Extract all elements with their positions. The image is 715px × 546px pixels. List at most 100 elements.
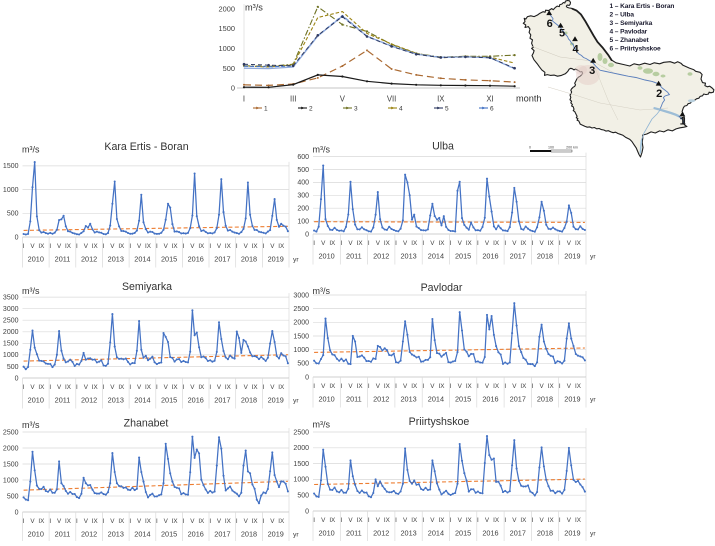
svg-text:V: V [430, 240, 435, 247]
svg-text:500: 500 [297, 167, 309, 174]
svg-text:2016: 2016 [482, 529, 498, 538]
svg-text:0: 0 [15, 509, 19, 516]
svg-text:3: 3 [589, 65, 595, 77]
svg-text:0: 0 [15, 375, 19, 382]
svg-text:V: V [485, 240, 490, 247]
svg-text:2016: 2016 [188, 255, 204, 264]
svg-text:yr: yr [590, 531, 596, 538]
svg-text:2014: 2014 [428, 529, 444, 538]
svg-text:1500: 1500 [3, 341, 19, 348]
svg-text:IX: IX [145, 384, 152, 391]
svg-text:0: 0 [15, 234, 19, 241]
svg-text:IX: IX [493, 383, 500, 390]
svg-text:2014: 2014 [134, 396, 150, 405]
svg-text:IX: IX [548, 383, 555, 390]
svg-text:IX: IX [225, 384, 232, 391]
svg-text:2500: 2500 [3, 318, 19, 325]
svg-text:I: I [103, 384, 105, 391]
svg-text:300: 300 [297, 193, 309, 200]
svg-text:I: I [395, 517, 397, 524]
svg-text:V: V [458, 517, 463, 524]
svg-text:1000: 1000 [293, 477, 309, 484]
svg-text:2015: 2015 [455, 395, 471, 404]
svg-text:I: I [209, 518, 211, 525]
svg-text:2019: 2019 [564, 252, 580, 261]
svg-text:I: I [49, 518, 51, 525]
svg-text:V: V [84, 518, 89, 525]
svg-text:2015: 2015 [161, 396, 177, 405]
svg-text:V: V [539, 383, 544, 390]
svg-text:I: I [532, 383, 534, 390]
svg-text:I: I [263, 243, 265, 250]
svg-text:2017: 2017 [510, 395, 526, 404]
svg-text:I: I [477, 240, 479, 247]
svg-text:100: 100 [548, 146, 554, 150]
svg-text:V: V [137, 243, 142, 250]
svg-text:2500: 2500 [293, 429, 309, 436]
svg-text:2016: 2016 [482, 395, 498, 404]
svg-text:yr: yr [293, 398, 299, 405]
svg-text:2011: 2011 [55, 255, 71, 264]
svg-text:V: V [57, 243, 62, 250]
svg-text:I: I [313, 383, 315, 390]
svg-text:IX: IX [38, 518, 45, 525]
svg-text:IX: IX [278, 384, 285, 391]
svg-text:I: I [236, 384, 238, 391]
svg-text:Pavlodar: Pavlodar [421, 282, 463, 294]
svg-text:100: 100 [297, 218, 309, 225]
svg-text:m³/s: m³/s [313, 286, 331, 296]
svg-text:2000: 2000 [293, 320, 309, 327]
svg-text:I: I [395, 383, 397, 390]
svg-text:I: I [477, 383, 479, 390]
svg-text:I: I [422, 383, 424, 390]
svg-text:V: V [403, 517, 408, 524]
svg-text:IX: IX [493, 517, 500, 524]
svg-text:2000: 2000 [219, 4, 235, 13]
svg-text:I: I [236, 243, 238, 250]
svg-text:I: I [156, 518, 158, 525]
svg-text:V: V [321, 517, 326, 524]
svg-text:IX: IX [252, 518, 259, 525]
svg-text:V: V [84, 243, 89, 250]
svg-text:2019: 2019 [564, 395, 580, 404]
svg-text:V: V [30, 518, 35, 525]
svg-text:0: 0 [305, 231, 309, 238]
svg-text:Semiyarka: Semiyarka [122, 281, 172, 293]
svg-text:V: V [57, 384, 62, 391]
svg-text:500: 500 [7, 364, 19, 371]
svg-text:2014: 2014 [134, 255, 150, 264]
svg-text:IX: IX [145, 518, 152, 525]
svg-text:V: V [190, 243, 195, 250]
svg-text:I: I [532, 240, 534, 247]
svg-text:2011: 2011 [55, 530, 71, 539]
svg-text:I: I [183, 518, 185, 525]
svg-text:2017: 2017 [214, 396, 230, 405]
svg-text:IX: IX [548, 240, 555, 247]
svg-text:yr: yr [293, 532, 299, 539]
svg-text:2015: 2015 [161, 530, 177, 539]
svg-text:2 – Ulba: 2 – Ulba [610, 11, 635, 18]
svg-text:1500: 1500 [293, 333, 309, 340]
svg-text:m³/s: m³/s [313, 420, 331, 430]
svg-text:I: I [103, 518, 105, 525]
svg-text:1500: 1500 [219, 24, 235, 33]
svg-text:2000: 2000 [3, 329, 19, 336]
svg-text:IX: IX [493, 240, 500, 247]
svg-text:V: V [348, 240, 353, 247]
svg-text:IX: IX [329, 240, 336, 247]
svg-text:5: 5 [445, 105, 449, 112]
svg-text:2016: 2016 [188, 396, 204, 405]
svg-text:V: V [217, 518, 222, 525]
svg-text:I: I [313, 240, 315, 247]
svg-text:4 – Pavlodar: 4 – Pavlodar [610, 28, 648, 35]
svg-text:2011: 2011 [346, 529, 362, 538]
svg-text:1000: 1000 [219, 44, 235, 53]
svg-text:V: V [458, 383, 463, 390]
svg-text:V: V [348, 383, 353, 390]
svg-text:yr: yr [590, 397, 596, 404]
svg-text:V: V [270, 518, 275, 525]
svg-text:2014: 2014 [428, 395, 444, 404]
svg-text:5 – Zhanabet: 5 – Zhanabet [610, 37, 650, 44]
svg-text:V: V [376, 383, 381, 390]
svg-text:2500: 2500 [293, 306, 309, 313]
